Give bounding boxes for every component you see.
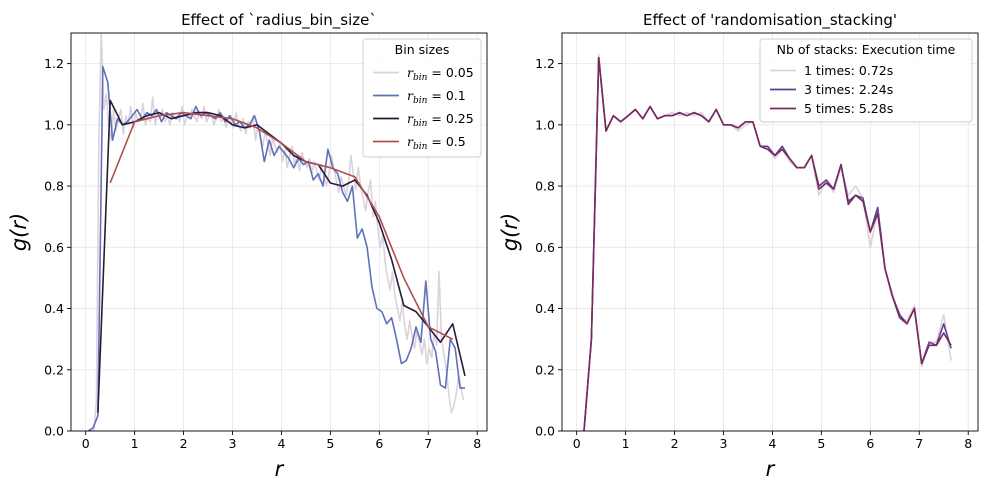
chart-panel-2: 0 1 2 3 4 5 6 7 8 0.0 0.2 0.4 0.6 0.8 1.0 1.2 Effect of … (498, 11, 979, 481)
x-tick-label: 8 (473, 436, 481, 451)
y-tick-label: 0.8 (535, 179, 555, 194)
x-tick-label: 0 (573, 436, 581, 451)
x-tick-label: 0 (82, 436, 90, 451)
y-axis-label: g(r) (498, 213, 522, 251)
legend-entry-1: rbin = 0.05 (407, 65, 474, 83)
chart-panel-1: 0 1 2 3 4 5 6 7 8 0.0 0.2 0.4 0.6 0.8 1.0 1.2 Effect of … (7, 11, 488, 481)
legend-entry-4: rbin = 0.5 (407, 134, 466, 152)
x-tick-label: 7 (915, 436, 923, 451)
series-group (583, 53, 952, 431)
legend-entry-1: 1 times: 0.72s (804, 63, 893, 78)
legend-box (759, 38, 973, 123)
x-tick-label: 8 (964, 436, 972, 451)
x-tick-label: 3 (229, 436, 237, 451)
y-tick-label: 0.2 (535, 362, 555, 377)
y-tick-label: 1.0 (535, 117, 555, 132)
y-tick-label: 0.0 (44, 424, 64, 439)
x-axis-label: r (275, 457, 285, 481)
legend-entry-3: rbin = 0.25 (407, 111, 474, 129)
y-tick-label: 0.4 (44, 301, 64, 316)
y-tick-label: 0.8 (44, 179, 64, 194)
legend-entry-3: 5 times: 5.28s (804, 101, 893, 116)
y-axis-label: g(r) (7, 213, 31, 251)
x-tick-label: 4 (277, 436, 285, 451)
x-tick-label: 2 (671, 436, 679, 451)
x-tick-label: 1 (131, 436, 139, 451)
legend: Bin sizes rbin = 0.05 rbin = 0.1 rbin = 0.2… (362, 38, 482, 158)
plot-frame (70, 32, 488, 432)
chart-title: Effect of `radius_bin_size` (181, 11, 377, 30)
x-tick-label: 3 (720, 436, 728, 451)
x-tick-label: 6 (375, 436, 383, 451)
x-tick-label: 7 (424, 436, 432, 451)
series-line-4 (109, 111, 454, 340)
y-tick-label: 1.0 (44, 117, 64, 132)
x-tick-label: 1 (622, 436, 630, 451)
legend-box (362, 38, 482, 158)
x-tick-label: 4 (768, 436, 776, 451)
legend-title: Nb of stacks: Execution time (777, 42, 956, 57)
y-tick-label: 0.6 (535, 240, 555, 255)
series-group (87, 33, 466, 431)
y-tick-label: 0.4 (535, 301, 555, 316)
y-tick-label: 1.2 (44, 56, 64, 71)
plot-frame (561, 32, 979, 432)
x-tick-label: 5 (326, 436, 334, 451)
x-axis-label: r (766, 457, 776, 481)
legend-title: Bin sizes (395, 42, 450, 57)
y-tick-label: 1.2 (535, 56, 555, 71)
legend-entry-2: rbin = 0.1 (407, 88, 466, 106)
x-tick-label: 6 (866, 436, 874, 451)
chart-title: Effect of 'randomisation_stacking' (643, 11, 897, 30)
legend: Nb of stacks: Execution time 1 times: 0.7… (759, 38, 973, 123)
x-tick-label: 5 (817, 436, 825, 451)
series-line-3 (583, 56, 952, 431)
y-tick-label: 0.0 (535, 424, 555, 439)
y-tick-label: 0.6 (44, 240, 64, 255)
legend-entry-2: 3 times: 2.24s (804, 82, 893, 97)
series-line-1 (89, 33, 465, 431)
x-tick-label: 2 (180, 436, 188, 451)
y-tick-label: 0.2 (44, 362, 64, 377)
